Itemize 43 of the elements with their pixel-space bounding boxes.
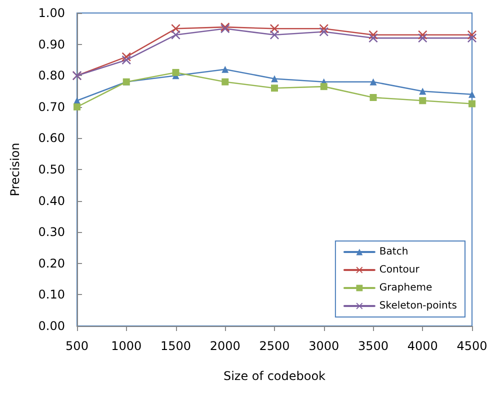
x-tick-label: 500	[66, 339, 88, 353]
point	[370, 78, 377, 86]
x-tick-label: 4500	[456, 339, 488, 353]
point	[171, 30, 180, 40]
point	[320, 83, 328, 90]
y-tick-label: 0.10	[38, 288, 65, 302]
y-tick-label: 0.70	[38, 100, 65, 114]
point	[319, 27, 328, 36]
legend-label: Contour	[379, 264, 420, 276]
point	[271, 75, 278, 82]
point	[271, 84, 278, 92]
y-axis-title: Precision	[8, 142, 22, 196]
x-tick-label: 1000	[111, 339, 142, 353]
legend-label: Grapheme	[379, 282, 432, 294]
point	[172, 68, 180, 76]
point	[419, 88, 426, 95]
y-tick-label: 0.00	[38, 319, 65, 333]
point	[122, 55, 131, 64]
point	[418, 34, 428, 43]
x-tick-label: 4000	[407, 339, 438, 353]
y-tick-label: 0.20	[38, 256, 65, 270]
y-tick-label: 1.00	[38, 6, 65, 20]
x-tick-label: 3000	[308, 339, 340, 353]
y-tick-label: 0.90	[38, 37, 65, 52]
legend-label: Skeleton-points	[379, 300, 458, 312]
x-tick-label: 2500	[259, 339, 290, 353]
x-tick-label: 3500	[358, 339, 389, 353]
point	[222, 66, 229, 73]
legend-label: Batch	[379, 246, 408, 258]
y-tick-label: 0.40	[38, 194, 65, 208]
x-tick-label: 2000	[210, 339, 240, 353]
x-tick-label: 1500	[160, 339, 192, 353]
point	[370, 94, 377, 102]
x-axis-title: Size of codebook	[223, 369, 326, 383]
y-tick-label: 0.30	[38, 225, 65, 240]
point	[368, 34, 378, 43]
point	[222, 78, 229, 86]
y-tick-label: 0.60	[38, 131, 65, 146]
point	[468, 100, 476, 108]
y-tick-label: 0.80	[38, 68, 65, 83]
point	[419, 97, 426, 104]
y-tick-label: 0.50	[38, 162, 65, 176]
point	[74, 103, 80, 110]
